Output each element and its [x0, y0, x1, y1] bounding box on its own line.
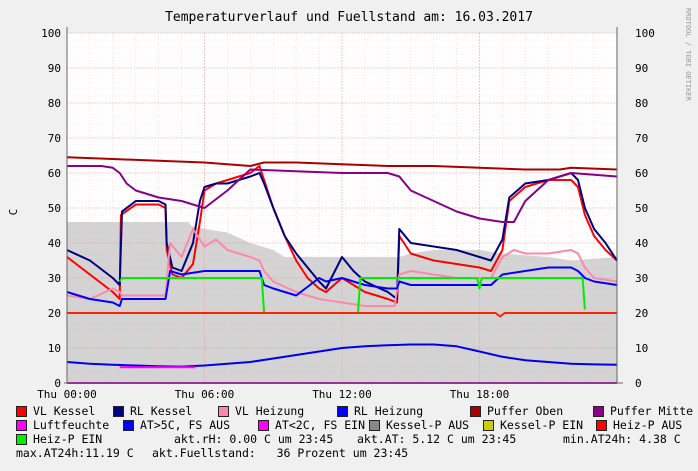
y-tick-right: 100	[635, 27, 655, 40]
y-tick-left: 20	[48, 307, 61, 320]
y-tick-right: 70	[635, 132, 648, 145]
info-fuell: akt.Fuellstand: 36 Prozent um 23:45	[152, 446, 409, 460]
info-at: akt.AT: 5.12 C um 23:45	[357, 432, 517, 446]
x-tick: Thu 06:00	[175, 388, 235, 401]
y-tick-left: 80	[48, 97, 61, 110]
y-tick-left: 10	[48, 342, 61, 355]
axes: 0 0 10 10 20 20 30 30 40 40 50 50 60 60 70 70 80 80 90 90 10…	[37, 27, 655, 401]
y-tick-left: 0	[54, 377, 61, 390]
y-axis-label: C	[7, 209, 20, 216]
y-tick-right: 90	[635, 62, 648, 75]
y-tick-right: 10	[635, 342, 648, 355]
series-4	[66, 266, 618, 307]
series-10	[66, 343, 618, 368]
info-rh: akt.rH: 0.00 C um 23:45	[174, 432, 334, 446]
series-8	[118, 277, 586, 314]
series-5	[66, 156, 618, 171]
y-tick-right: 40	[635, 237, 648, 250]
x-tick: Thu 18:00	[450, 388, 510, 401]
info-min: min.AT24h: 4.38 C	[563, 432, 681, 446]
y-tick-left: 40	[48, 237, 61, 250]
y-tick-left: 100	[41, 27, 61, 40]
series-9	[67, 312, 617, 318]
y-tick-right: 50	[635, 202, 648, 215]
chart-title: Temperaturverlauf und Fuellstand am: 16.…	[165, 10, 533, 25]
y-tick-right: 0	[635, 377, 642, 390]
y-tick-right: 30	[635, 272, 648, 285]
y-tick-left: 60	[48, 167, 61, 180]
y-tick-right: 80	[635, 97, 648, 110]
y-tick-left: 90	[48, 62, 61, 75]
y-tick-right: 60	[635, 167, 648, 180]
y-tick-left: 70	[48, 132, 61, 145]
x-tick: Thu 12:00	[312, 388, 372, 401]
y-tick-right: 20	[635, 307, 648, 320]
y-tick-left: 30	[48, 272, 61, 285]
series-6	[67, 165, 618, 223]
y-tick-left: 50	[48, 202, 61, 215]
info-max: max.AT24h:11.19 C	[16, 446, 134, 460]
series-2	[66, 172, 618, 300]
x-tick: Thu 00:00	[37, 388, 97, 401]
watermark: RRDTOOL / TOBI OETIKER	[684, 8, 692, 102]
